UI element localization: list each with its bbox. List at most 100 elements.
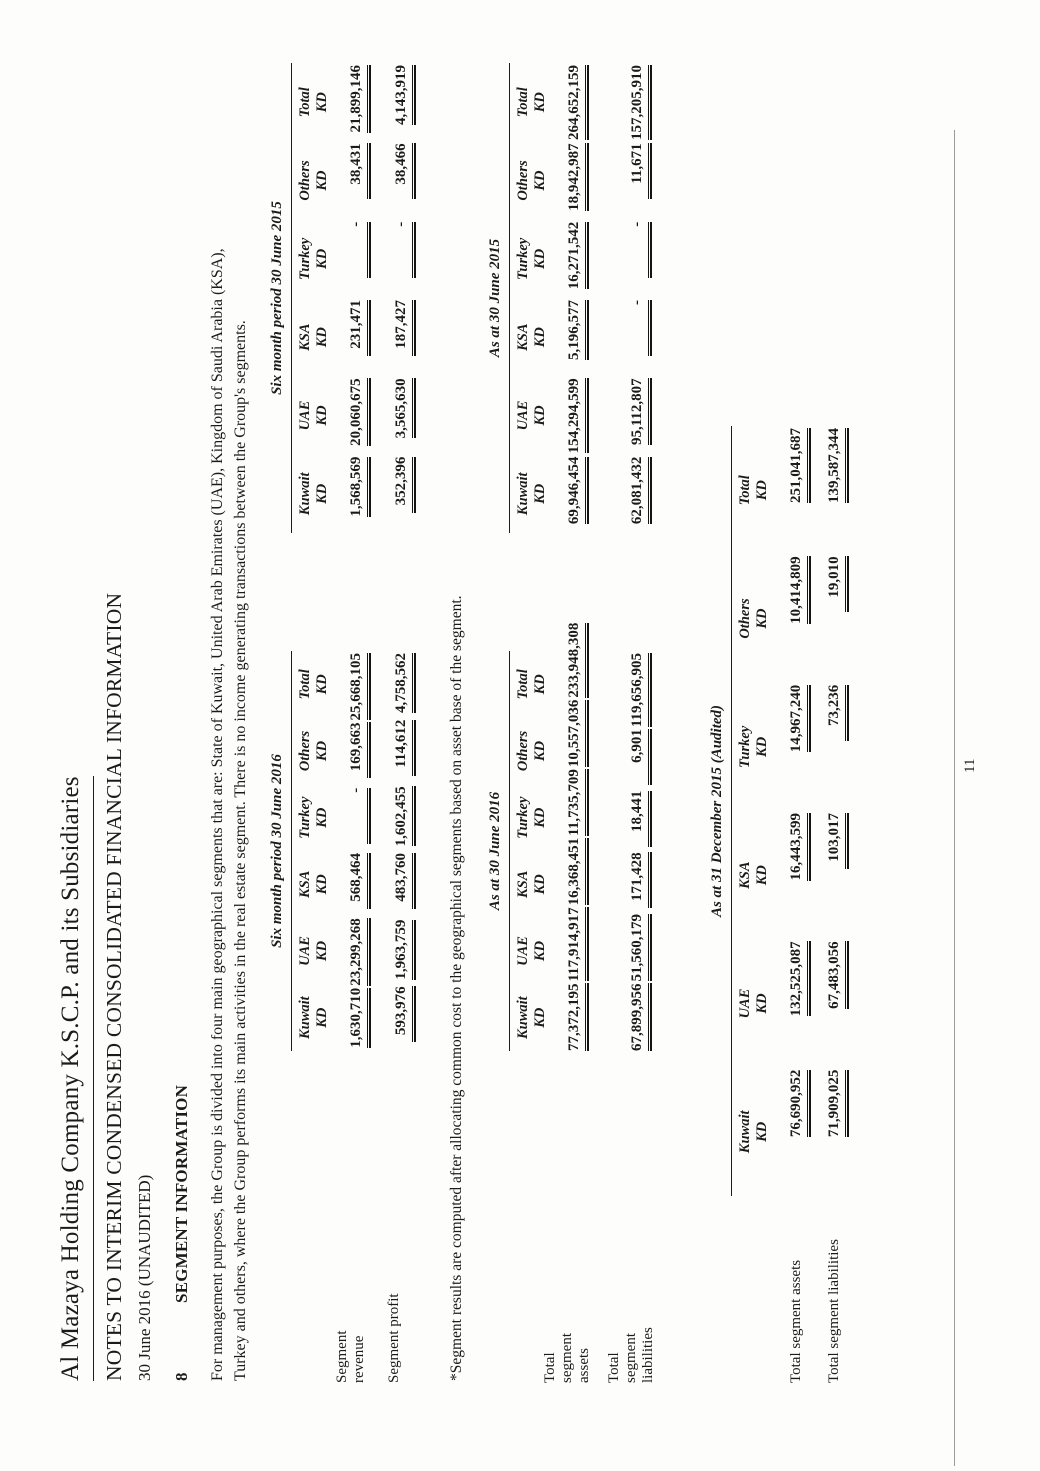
column-header: Kuwait KD xyxy=(297,472,330,516)
intro-line: For management purposes, the Group is di… xyxy=(209,248,226,1381)
column-header: Total KD xyxy=(737,475,770,506)
company-title: Al Mazaya Holding Company K.S.C.P. and i… xyxy=(56,776,94,1381)
table-cell: 6,901 xyxy=(628,727,649,789)
table-row-assets: 69,946,454 154,294,599 5,196,577 16,271,… xyxy=(565,63,586,533)
table-cell: 5,196,577 xyxy=(565,298,586,376)
table-row-profit: 593,976 1,963,759 483,760 1,602,455 114,… xyxy=(392,651,413,1051)
column-header: Kuwait KD xyxy=(297,996,330,1040)
table-as-at-31-dec-2015: As at 31 December 2015 (Audited) Kuwait K… xyxy=(708,426,846,1196)
table-cell: 73,236 xyxy=(825,683,846,811)
column-header: Others KD xyxy=(297,730,330,772)
column-header: UAE KD xyxy=(297,400,330,431)
column-header: Kuwait KD xyxy=(515,472,548,516)
table-cell: 4,143,919 xyxy=(392,63,413,141)
table-cell: 20,060,675 xyxy=(347,376,368,454)
table-row-liabilities: 71,909,025 67,483,056 103,017 73,236 19,… xyxy=(825,426,846,1196)
table-cell: 19,010 xyxy=(825,554,846,682)
table-cell: 251,041,687 xyxy=(787,426,808,554)
scan-edge-line xyxy=(954,130,956,1466)
column-header: KSA KD xyxy=(297,323,330,351)
table-cell: 593,976 xyxy=(392,984,413,1051)
table-as-at-30-june-2015: As at 30 June 2015 Kuwait KD UAE KD KSA KD … xyxy=(486,63,649,533)
document-title: NOTES TO INTERIM CONDENSED CONSOLIDATED … xyxy=(102,592,126,1381)
column-header-row: Kuwait KD UAE KD KSA KD Turkey KD Others KD T… xyxy=(510,651,549,1051)
section-title: SEGMENT INFORMATION xyxy=(172,1084,191,1303)
table-six-month-2015: Six month period 30 June 2015 Kuwait KD U… xyxy=(268,63,413,533)
intro-line: Turkey and others, where the Group perfo… xyxy=(232,320,249,1381)
table-cell: - xyxy=(347,786,368,851)
table-period-title: Six month period 30 June 2016 xyxy=(268,651,292,1051)
table-as-at-30-june-2016: As at 30 June 2016 Kuwait KD UAE KD KSA KD … xyxy=(486,622,649,1051)
column-header: Total KD xyxy=(515,87,548,118)
column-header: Total KD xyxy=(515,669,548,700)
page-number: 11 xyxy=(962,758,978,773)
table-cell: 10,414,809 xyxy=(787,554,808,682)
table-cell: - xyxy=(628,298,649,376)
table-cell: 38,466 xyxy=(392,141,413,219)
column-header-row: Kuwait KD UAE KD KSA KD Turkey KD Others KD T… xyxy=(510,63,549,533)
date-line: 30 June 2016 (UNAUDITED) xyxy=(135,1174,154,1381)
table-cell: 103,017 xyxy=(825,811,846,939)
table-row-assets: 77,372,195 117,914,917 16,368,451 11,735… xyxy=(565,622,586,1051)
table-cell: 154,294,599 xyxy=(565,376,586,454)
column-header-row: Kuwait KD UAE KD KSA KD Turkey KD Others KD T… xyxy=(732,426,771,1196)
table-cell: 95,112,807 xyxy=(628,376,649,454)
column-header: KSA KD xyxy=(737,861,770,889)
table-cell: 157,205,910 xyxy=(628,63,649,141)
row-label-total-segment-assets: Total segment assets xyxy=(542,1333,592,1383)
column-header: UAE KD xyxy=(737,988,770,1019)
table-cell: 132,525,087 xyxy=(787,939,808,1067)
table-cell: 71,909,025 xyxy=(825,1068,846,1196)
table-cell: 51,560,179 xyxy=(628,912,649,982)
table-cell: 10,557,036 xyxy=(565,698,586,768)
table-cell: 568,464 xyxy=(347,851,368,916)
table-row-profit: 352,396 3,565,630 187,427 - 38,466 4,143… xyxy=(392,63,413,533)
row-label-total-segment-liabilities: Total segment liabilities xyxy=(606,1327,656,1383)
table-row-liabilities: 62,081,432 95,112,807 - - 11,671 157,205… xyxy=(628,63,649,533)
table-cell: - xyxy=(392,220,413,298)
column-header: Turkey KD xyxy=(515,796,548,839)
table-cell: 4,758,562 xyxy=(392,651,413,718)
table-cell: 483,760 xyxy=(392,851,413,918)
table-cell: 1,630,710 xyxy=(347,986,368,1051)
table-cell: 114,612 xyxy=(392,718,413,785)
table-cell: 16,271,542 xyxy=(565,220,586,298)
column-header: Total KD xyxy=(297,669,330,700)
column-header: Turkey KD xyxy=(297,796,330,839)
column-header: UAE KD xyxy=(515,400,548,431)
column-header: KSA KD xyxy=(515,323,548,351)
table-cell: 23,299,268 xyxy=(347,916,368,986)
column-header: Turkey KD xyxy=(297,237,330,280)
column-header: UAE KD xyxy=(297,936,330,966)
table-cell: 18,441 xyxy=(628,789,649,851)
row-label-segment-revenue: Segment revenue xyxy=(334,1330,367,1384)
table-cell: 67,483,056 xyxy=(825,939,846,1067)
table-cell: 1,963,759 xyxy=(392,918,413,985)
table-cell: 1,602,455 xyxy=(392,784,413,851)
table-cell: 1,568,569 xyxy=(347,455,368,533)
table-row-revenue: 1,568,569 20,060,675 231,471 - 38,431 21… xyxy=(347,63,368,533)
table-cell: 264,652,159 xyxy=(565,63,586,141)
table-cell: 117,914,917 xyxy=(565,905,586,982)
table-cell: 67,899,956 xyxy=(628,982,649,1051)
table-cell: 38,431 xyxy=(347,141,368,219)
table-six-month-2016: Six month period 30 June 2016 Kuwait KD U… xyxy=(268,651,413,1051)
table-cell: 11,735,709 xyxy=(565,767,586,836)
table-cell: 16,368,451 xyxy=(565,836,586,906)
column-header-row: Kuwait KD UAE KD KSA KD Turkey KD Others KD T… xyxy=(292,63,331,533)
table-cell: 16,443,599 xyxy=(787,811,808,939)
column-header: Others KD xyxy=(515,160,548,201)
table-row-assets: 76,690,952 132,525,087 16,443,599 14,967… xyxy=(787,426,808,1196)
column-header: Others KD xyxy=(515,730,548,772)
table-cell: - xyxy=(628,220,649,298)
table-cell: - xyxy=(347,220,368,298)
table-cell: 11,671 xyxy=(628,141,649,219)
table-period-title: As at 31 December 2015 (Audited) xyxy=(708,426,732,1196)
table-cell: 119,656,905 xyxy=(628,651,649,728)
column-header: Others KD xyxy=(737,598,770,639)
table-cell: 21,899,146 xyxy=(347,63,368,141)
table-cell: 77,372,195 xyxy=(565,982,586,1051)
table-cell: 169,663 xyxy=(347,721,368,786)
